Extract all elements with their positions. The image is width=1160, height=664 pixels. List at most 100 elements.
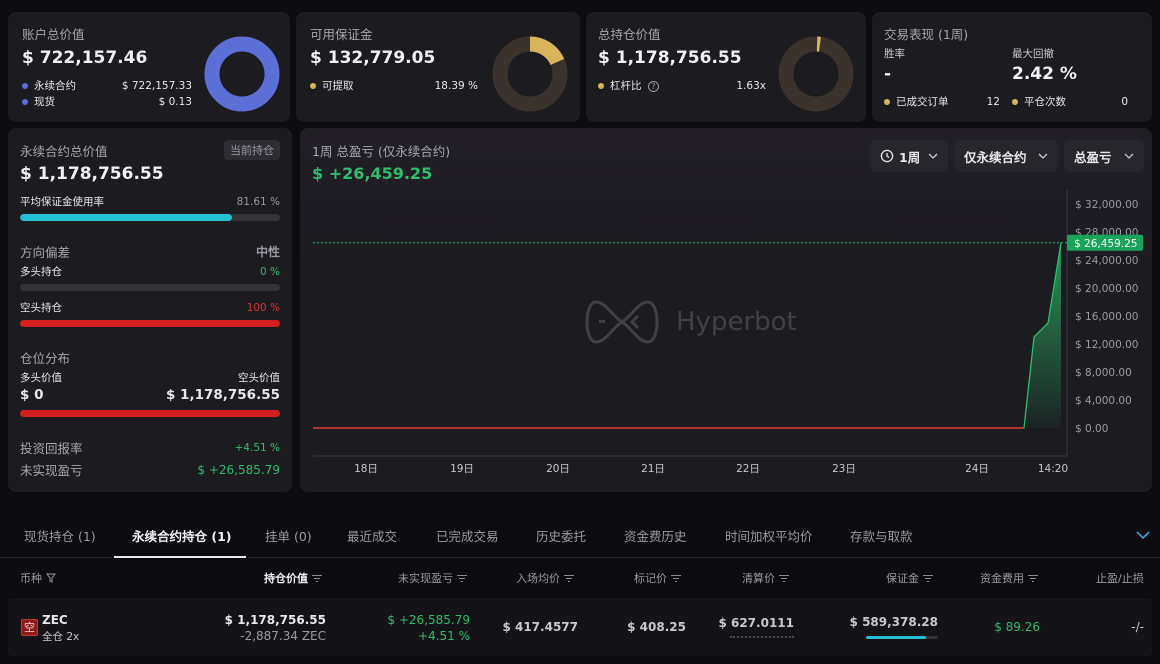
roi-row: 投资回报率 +4.51 % [20, 438, 280, 457]
th-value[interactable]: 持仓价值 [264, 570, 322, 586]
short-bar [20, 320, 280, 327]
tpsl-cell[interactable]: -/- [1131, 620, 1144, 634]
positions-tab-bar [0, 510, 1160, 558]
tab-2[interactable]: 挂单 (0) [265, 529, 312, 544]
collapse-chevron-icon[interactable] [1136, 531, 1150, 540]
margin-withdraw-label: 可提取 [322, 80, 354, 92]
x-tick-label: 18日 [354, 463, 378, 475]
help-icon[interactable]: ? [647, 81, 659, 92]
util-value: 81.61 % [236, 195, 280, 208]
close-label: 平仓次数 [1024, 96, 1066, 108]
th-funding-label: 资金费用 [980, 572, 1024, 585]
th-tpsl: 止盈/止损 [1096, 570, 1144, 586]
util-row: 平均保证金使用率 81.61 % [20, 194, 280, 209]
table-row[interactable] [8, 598, 1152, 656]
pnl-area-fill [313, 242, 1061, 428]
holding-leverage-row: 杠杆比 ? 1.63x [598, 78, 766, 93]
dist-bar [20, 410, 280, 417]
tab-5[interactable]: 历史委托 [536, 529, 587, 544]
sort-icon [1028, 574, 1038, 582]
dist-labels-row: 多头价值 空头价值 [20, 370, 280, 385]
mark-cell: $ 408.25 [627, 620, 686, 634]
y-tick-label: $ 0.00 [1075, 423, 1108, 435]
side-badge: 空 [21, 619, 38, 636]
hyperbot-logo-icon [585, 300, 659, 344]
pnl-title: 1周 总盈亏 (仅永续合约) [312, 144, 451, 159]
x-tick-label: 23日 [832, 463, 856, 475]
sort-icon [457, 574, 467, 582]
margin-donut-chart [492, 36, 568, 112]
th-upnl[interactable]: 未实现盈亏 [398, 570, 467, 586]
x-tick-label: 19日 [450, 463, 474, 475]
y-tick-label: $ 32,000.00 [1075, 199, 1138, 211]
period-label: 1周 [899, 149, 921, 165]
dist-values-row: $ 0 $ 1,178,756.55 [20, 387, 280, 403]
last-value-badge [1067, 234, 1143, 251]
account-perp-row: 永续合约 $ 722,157.33 [22, 78, 192, 93]
th-mark[interactable]: 标记价 [634, 570, 681, 586]
th-funding[interactable]: 资金费用 [980, 570, 1038, 586]
pnl-chart-card: 1周 总盈亏 (仅永续合约) $ +26,459.25 1周 仅永续合约 总盈亏… [300, 128, 1152, 492]
winrate-label: 胜率 [884, 48, 905, 60]
margin-withdraw-value: 18.39 % [434, 79, 478, 92]
th-upnl-label: 未实现盈亏 [398, 572, 453, 585]
util-label: 平均保证金使用率 [20, 196, 104, 208]
performance-title: 交易表现 (1周) [884, 27, 969, 42]
metric-dropdown[interactable]: 总盈亏 [1064, 140, 1144, 172]
th-coin[interactable]: 币种 [20, 570, 56, 586]
margin-cell[interactable]: $ 589,378.28 [849, 615, 938, 629]
margin-card: 可用保证金 $ 132,779.05 可提取 18.39 % [296, 12, 580, 122]
pnl-value: $ +26,459.25 [312, 164, 433, 183]
tab-8[interactable]: 存款与取款 [850, 529, 913, 544]
y-tick-label: $ 4,000.00 [1075, 395, 1132, 407]
th-tpsl-label: 止盈/止损 [1096, 572, 1144, 585]
holding-card: 总持仓价值 $ 1,178,756.55 杠杆比 ? 1.63x [586, 12, 866, 122]
bias-value: 中性 [255, 245, 280, 259]
perp-badge[interactable]: 当前持仓 [224, 140, 280, 160]
liq-underline [730, 636, 794, 638]
long-row: 多头持仓 0 % [20, 264, 280, 279]
sort-icon [923, 574, 933, 582]
period-dropdown[interactable]: 1周 [870, 140, 948, 172]
long-val: $ 0 [20, 387, 44, 403]
orders-label: 已成交订单 [896, 96, 949, 108]
y-tick-label: $ 8,000.00 [1075, 367, 1132, 379]
account-spot-value: $ 0.13 [158, 95, 192, 108]
tab-7[interactable]: 时间加权平均价 [725, 529, 813, 544]
scope-dropdown[interactable]: 仅永续合约 [954, 140, 1058, 172]
y-tick-label: $ 20,000.00 [1075, 283, 1138, 295]
holding-leverage-label: 杠杆比 [610, 80, 642, 92]
tab-3[interactable]: 最近成交 [347, 529, 398, 544]
x-tick-label: 14:20 [1038, 463, 1068, 475]
th-entry[interactable]: 入场均价 [516, 570, 574, 586]
y-tick-label: $ 12,000.00 [1075, 339, 1138, 351]
long-value: 0 % [260, 265, 280, 278]
coin-name[interactable]: ZEC [42, 613, 68, 627]
margin-value: $ 132,779.05 [310, 48, 436, 68]
chevron-down-icon [1124, 153, 1134, 159]
coin-mode: 全仓 2x [42, 631, 80, 643]
th-margin-label: 保证金 [886, 572, 919, 585]
dist-bar-fill [20, 410, 280, 417]
tab-4[interactable]: 已完成交易 [436, 529, 499, 544]
short-row: 空头持仓 100 % [20, 300, 280, 315]
account-title: 账户总价值 [22, 27, 85, 42]
roi-label: 投资回报率 [20, 441, 83, 456]
x-tick-label: 24日 [965, 463, 989, 475]
sort-icon [564, 574, 574, 582]
short-value: 100 % [246, 301, 280, 314]
bias-row: 方向偏差 中性 [20, 242, 280, 261]
y-tick-label: $ 24,000.00 [1075, 255, 1138, 267]
tab-1[interactable]: 永续合约持仓 (1) [132, 529, 232, 544]
close-value: 0 [1121, 95, 1128, 108]
perp-value: $ 1,178,756.55 [20, 164, 164, 184]
upnl-value: $ +26,585.79 [197, 462, 280, 477]
tab-6[interactable]: 资金费历史 [624, 529, 687, 544]
th-liq[interactable]: 清算价 [742, 570, 789, 586]
orders-value: 12 [986, 95, 1000, 108]
th-margin[interactable]: 保证金 [886, 570, 933, 586]
entry-cell: $ 417.4577 [502, 620, 578, 634]
margin-cell-bar-fill [866, 636, 927, 639]
last-value-label: $ 26,459.25 [1074, 238, 1137, 250]
tab-0[interactable]: 现货持仓 (1) [24, 529, 96, 544]
